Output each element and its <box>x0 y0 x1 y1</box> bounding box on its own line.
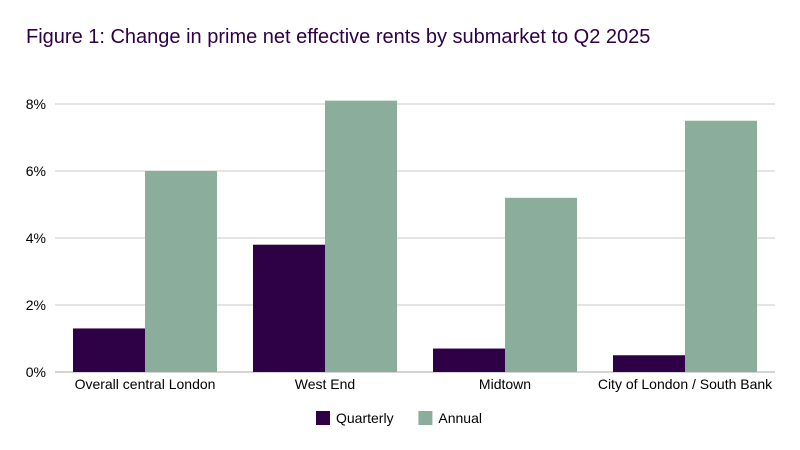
bar-quarterly-4 <box>613 355 685 372</box>
x-axis-ticks: Overall central London West End Midtown Cit… <box>75 376 774 392</box>
y-tick-label: 2% <box>26 297 46 313</box>
y-tick-label: 0% <box>26 364 46 380</box>
x-tick-label: Overall central London <box>75 376 216 392</box>
bar-annual-2 <box>325 100 397 373</box>
chart-title: Figure 1: Change in prime net effective … <box>26 26 651 48</box>
y-tick-label: 4% <box>26 230 46 246</box>
bars <box>73 100 757 373</box>
y-axis-ticks: 0% 2% 4% 6% 8% <box>26 96 46 380</box>
y-tick-label: 8% <box>26 96 46 112</box>
legend-label-quarterly: Quarterly <box>336 410 394 426</box>
x-tick-label: City of London / South Bank <box>598 376 773 392</box>
legend-swatch-quarterly <box>316 411 330 425</box>
legend: Quarterly Annual <box>316 410 482 426</box>
legend-label-annual: Annual <box>438 410 482 426</box>
x-tick-label: Midtown <box>479 376 531 392</box>
bar-annual-4 <box>685 120 757 372</box>
bar-annual-3 <box>505 197 577 372</box>
x-tick-label: West End <box>295 376 355 392</box>
legend-swatch-annual <box>418 411 433 425</box>
bar-annual-1 <box>145 171 217 372</box>
bar-quarterly-1 <box>73 328 145 372</box>
bar-quarterly-3 <box>433 348 505 372</box>
bar-quarterly-2 <box>253 244 325 372</box>
y-tick-label: 6% <box>26 163 46 179</box>
